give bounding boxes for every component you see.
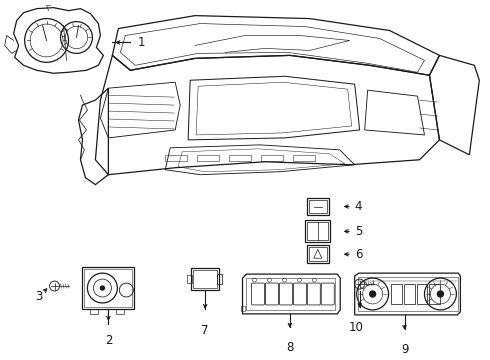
Text: 3: 3 [35, 291, 42, 303]
Bar [82, 267, 134, 309]
Text: 9: 9 [401, 343, 408, 356]
Text: 5: 5 [345, 225, 362, 238]
Bar [197, 155, 219, 161]
Text: 4: 4 [345, 200, 362, 213]
Bar [309, 247, 327, 261]
Bar [391, 284, 401, 304]
Circle shape [438, 291, 443, 297]
Bar [307, 245, 329, 263]
Bar [193, 270, 217, 288]
Bar [307, 198, 329, 215]
Bar [191, 268, 219, 290]
Bar [241, 306, 245, 311]
Bar [165, 155, 187, 161]
Text: 2: 2 [105, 334, 112, 347]
Bar [187, 275, 192, 283]
Bar [429, 284, 441, 304]
Text: 8: 8 [286, 341, 294, 354]
Bar [91, 309, 98, 314]
Bar [229, 155, 251, 161]
Text: 6: 6 [345, 248, 362, 261]
Text: 1: 1 [137, 36, 145, 49]
Bar [416, 284, 427, 304]
Circle shape [369, 291, 376, 297]
Circle shape [100, 286, 104, 290]
Bar [84, 269, 132, 307]
Bar [293, 155, 315, 161]
Bar [305, 220, 330, 242]
Bar [261, 155, 283, 161]
Bar [116, 309, 124, 314]
Text: 10: 10 [348, 321, 363, 334]
Bar [404, 284, 415, 304]
Text: 7: 7 [201, 324, 209, 337]
Bar [358, 277, 458, 311]
Bar [217, 274, 222, 284]
Bar [246, 278, 335, 310]
Bar [309, 199, 327, 213]
Bar [307, 222, 328, 240]
